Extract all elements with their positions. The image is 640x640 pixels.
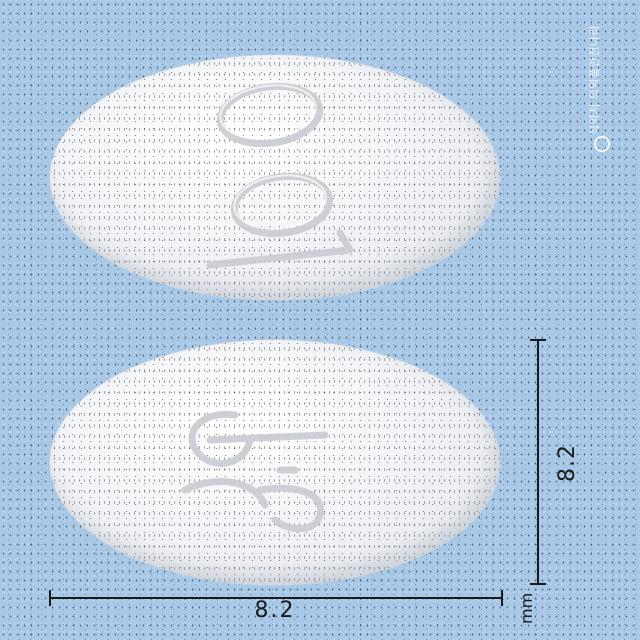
watermark-text: 식약처 의약품안전나라 (588, 24, 601, 136)
width-dimension-line (48, 588, 504, 608)
unit-label: mm (517, 592, 536, 624)
pill-imprint-100 (50, 55, 500, 300)
watermark: 식약처 의약품안전나라 (588, 20, 616, 152)
width-dimension-label: 8.2 (254, 598, 296, 623)
pill-imprint-logo (50, 340, 500, 585)
pill-front (50, 55, 500, 300)
watermark-logo-icon (594, 136, 610, 152)
pill-back (50, 340, 500, 585)
height-dimension-line (528, 338, 548, 586)
height-dimension-label: 8.2 (555, 444, 580, 482)
